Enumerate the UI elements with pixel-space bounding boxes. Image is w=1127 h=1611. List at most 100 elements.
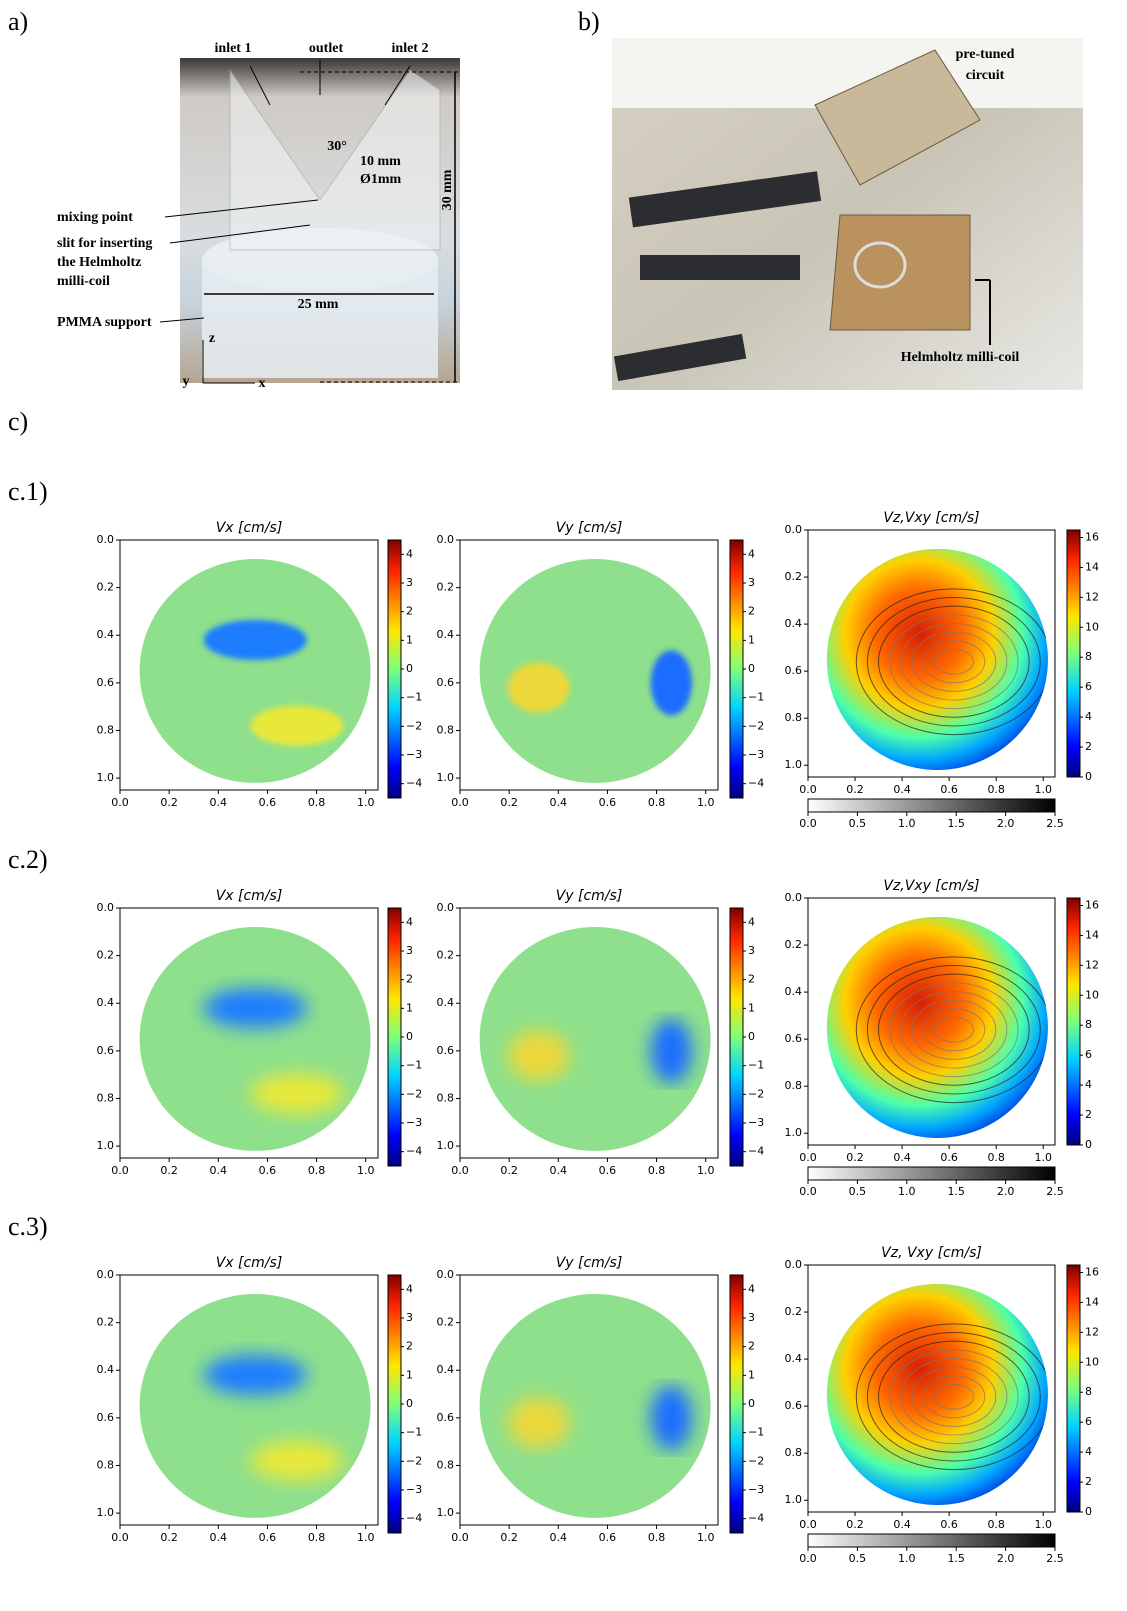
colorbar-tick-label: −4 <box>748 1145 764 1158</box>
field <box>826 1283 1048 1505</box>
colorbar-tick-label: 3 <box>748 1311 755 1324</box>
colorbar-tick-label: 12 <box>1085 1325 1099 1338</box>
y-tick-label: 0.6 <box>437 1044 455 1057</box>
colorbar-tick-label: 1 <box>406 1368 413 1381</box>
colorbar-tick-label: 0 <box>406 662 413 675</box>
y-tick-label: 0.2 <box>785 570 803 583</box>
x-tick-label: 0.0 <box>451 1531 469 1544</box>
colorbar-tick-label: −3 <box>748 748 764 761</box>
x-tick-label: 0.8 <box>308 1164 326 1177</box>
field-base <box>826 916 1048 1138</box>
y-tick-label: 0.4 <box>785 617 803 630</box>
x-tick-label: 0.0 <box>111 1164 129 1177</box>
colorbar-tick-label: −2 <box>406 719 422 732</box>
annotation: y <box>183 374 190 389</box>
x-tick-label: 0.0 <box>451 1164 469 1177</box>
row-label: c.2) <box>8 845 48 874</box>
panel-label: b) <box>578 7 600 36</box>
x-tick-label: 0.4 <box>210 1164 228 1177</box>
colorbar-tick-label: −2 <box>748 719 764 732</box>
colorbar-tick-label: −4 <box>406 1512 422 1525</box>
colorbar-tick-label: 1.0 <box>898 1185 916 1198</box>
colorbar-tick-label: 8 <box>1085 1018 1092 1031</box>
annotation: milli-coil <box>57 274 110 289</box>
x-tick-label: 1.0 <box>1034 1151 1052 1164</box>
colorbar-tick-label: 2 <box>748 605 755 618</box>
y-tick-label: 0.8 <box>785 711 803 724</box>
colorbar-tick-label: 0 <box>1085 1138 1092 1151</box>
colorbar-tick-label: 2 <box>748 1340 755 1353</box>
x-tick-label: 0.4 <box>893 1518 911 1531</box>
colorbar-tick-label: 0 <box>748 1030 755 1043</box>
x-tick-label: 0.2 <box>846 783 864 796</box>
annotation: mixing point <box>57 210 133 225</box>
y-tick-label: 1.0 <box>785 758 803 771</box>
y-tick-label: 0.4 <box>97 996 115 1009</box>
colorbar-tick-label: −3 <box>406 1483 422 1496</box>
heatmap <box>119 907 379 1159</box>
x-tick-label: 0.0 <box>799 783 817 796</box>
plot-title: Vy [cm/s] <box>556 520 623 536</box>
photo-a <box>159 58 460 384</box>
colorbar-tick-label: 16 <box>1085 1265 1099 1278</box>
field-blobs <box>507 1018 692 1084</box>
colorbar-tick-label: −3 <box>406 748 422 761</box>
streamline <box>866 1332 1041 1462</box>
colorbar-tick-label: 0.5 <box>849 1185 867 1198</box>
x-tick-label: 1.0 <box>697 796 715 809</box>
colorbar-tick-label: 16 <box>1085 530 1099 543</box>
annotation: x <box>259 376 266 391</box>
colorbar-tick-label: −4 <box>406 777 422 790</box>
colorbar-tick-label: −1 <box>406 1426 422 1439</box>
blob <box>203 620 307 660</box>
x-tick-label: 0.4 <box>210 796 228 809</box>
annotation: pre-tuned <box>956 47 1015 62</box>
annotation: slit for inserting <box>57 236 152 251</box>
y-tick-label: 0.8 <box>97 1091 115 1104</box>
streamline <box>922 1375 986 1419</box>
colorbar-tick-label: −2 <box>406 1087 422 1100</box>
x-tick-label: 0.2 <box>500 1164 518 1177</box>
x-tick-label: 0.8 <box>648 796 666 809</box>
plot-title: Vz, Vxy [cm/s] <box>881 1245 982 1261</box>
x-tick-label: 0.2 <box>500 1531 518 1544</box>
x-tick-label: 0.4 <box>550 1164 568 1177</box>
colorbar-horizontal <box>807 1166 1056 1181</box>
field-blobs <box>507 650 692 716</box>
plot-title: Vz,Vxy [cm/s] <box>883 878 979 894</box>
x-tick-label: 0.2 <box>500 796 518 809</box>
x-tick-label: 0.6 <box>599 796 617 809</box>
annotation: 10 mm <box>360 154 401 169</box>
y-tick-label: 0.8 <box>437 1458 455 1471</box>
x-tick-label: 0.0 <box>111 1531 129 1544</box>
streamline <box>900 1357 1008 1436</box>
x-tick-label: 0.8 <box>308 796 326 809</box>
x-tick-label: 1.0 <box>1034 1518 1052 1531</box>
x-tick-label: 0.4 <box>893 1151 911 1164</box>
colorbar-tick-label: 0 <box>406 1397 413 1410</box>
y-tick-label: 1.0 <box>785 1493 803 1506</box>
colorbar-tick-label: 2 <box>1085 1108 1092 1121</box>
field <box>139 1294 371 1518</box>
x-tick-label: 0.8 <box>987 1518 1005 1531</box>
y-tick-label: 0.4 <box>437 1363 455 1376</box>
colorbar-tick-label: 8 <box>1085 1385 1092 1398</box>
field <box>479 559 711 783</box>
x-tick-label: 0.0 <box>799 1518 817 1531</box>
streamline <box>911 631 997 692</box>
blob <box>650 650 692 716</box>
y-tick-label: 1.0 <box>437 771 455 784</box>
colorbar-tick-label: 6 <box>1085 680 1092 693</box>
y-tick-label: 0.6 <box>97 1411 115 1424</box>
field <box>479 1294 711 1518</box>
x-tick-label: 0.2 <box>846 1151 864 1164</box>
colorbar-tick-label: 4 <box>406 547 413 560</box>
colorbar-tick-label: 0 <box>748 1397 755 1410</box>
annotation: 30° <box>327 139 347 154</box>
colorbar-tick-label: 1.5 <box>947 1185 965 1198</box>
field-blobs <box>203 620 344 746</box>
colorbar-tick-label: 1 <box>406 633 413 646</box>
colorbar-tick-label: −1 <box>406 1059 422 1072</box>
streamline <box>922 640 986 684</box>
blob <box>650 1385 692 1451</box>
